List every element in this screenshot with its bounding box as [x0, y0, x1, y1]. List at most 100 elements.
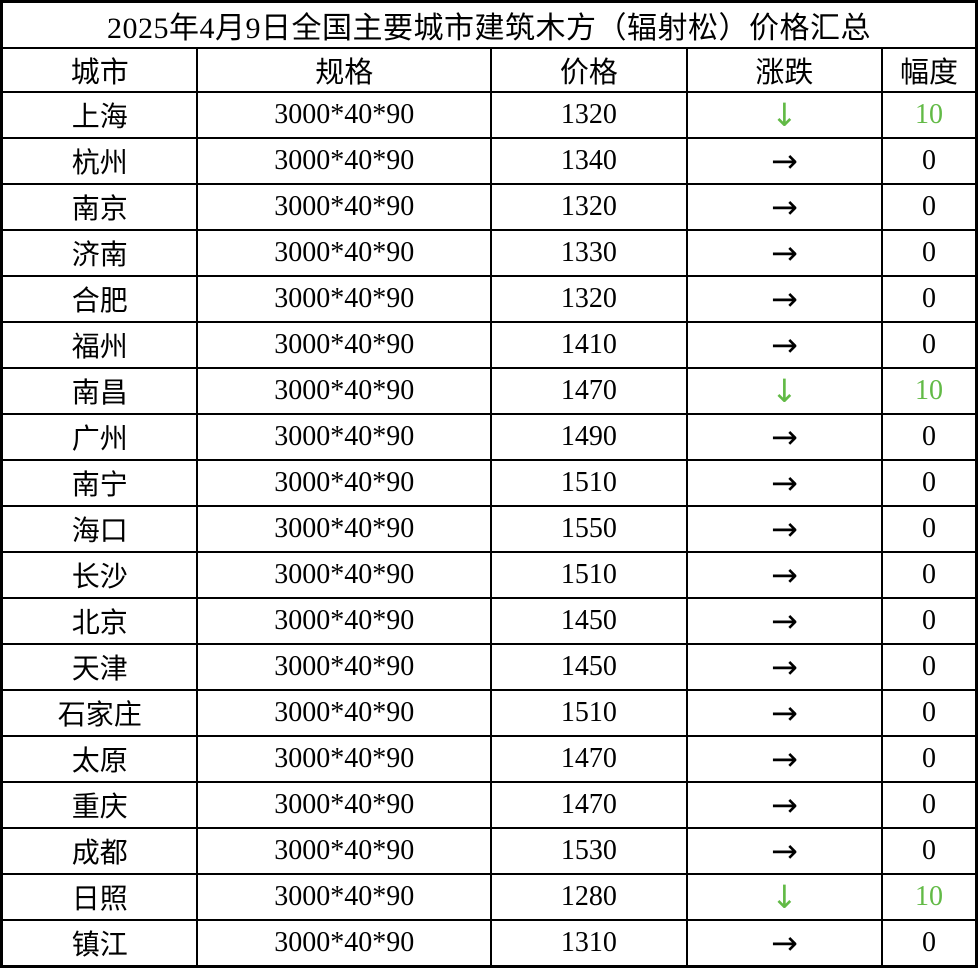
column-header-change: 幅度: [880, 47, 978, 93]
city-cell: 长沙: [0, 550, 199, 599]
right-arrow-icon: →: [771, 647, 798, 686]
right-arrow-icon: →: [771, 739, 798, 778]
spec-cell: 3000*40*90: [196, 91, 492, 139]
trend-cell: →: [685, 182, 883, 231]
spec-cell: 3000*40*90: [196, 136, 492, 185]
spec-cell: 3000*40*90: [196, 780, 492, 829]
spec-cell: 3000*40*90: [196, 458, 492, 507]
city-cell: 海口: [0, 504, 199, 553]
price-cell: 1550: [489, 504, 688, 553]
price-cell: 1280: [489, 872, 688, 921]
table-body: 上海 3000*40*90 1320 ↓ 10 杭州 3000*40*90 1340 → 0 南京 3…: [0, 91, 978, 968]
right-arrow-icon: →: [771, 923, 798, 962]
table-row: 福州 3000*40*90 1410 → 0: [0, 320, 978, 369]
city-cell: 镇江: [0, 918, 199, 968]
city-cell: 广州: [0, 412, 199, 461]
spec-cell: 3000*40*90: [196, 274, 492, 323]
right-arrow-icon: →: [771, 693, 798, 732]
spec-cell: 3000*40*90: [196, 412, 492, 461]
spec-cell: 3000*40*90: [196, 688, 492, 737]
trend-cell: →: [685, 228, 883, 277]
spec-cell: 3000*40*90: [196, 228, 492, 277]
price-cell: 1490: [489, 412, 688, 461]
trend-cell: ↓: [685, 366, 883, 415]
table-row: 杭州 3000*40*90 1340 → 0: [0, 136, 978, 185]
change-cell: 0: [880, 734, 978, 783]
trend-cell: →: [685, 136, 883, 185]
trend-cell: →: [685, 274, 883, 323]
table-row: 石家庄 3000*40*90 1510 → 0: [0, 688, 978, 737]
right-arrow-icon: →: [771, 555, 798, 594]
table-row: 重庆 3000*40*90 1470 → 0: [0, 780, 978, 829]
city-cell: 福州: [0, 320, 199, 369]
spec-cell: 3000*40*90: [196, 734, 492, 783]
city-cell: 杭州: [0, 136, 199, 185]
trend-cell: →: [685, 504, 883, 553]
spec-cell: 3000*40*90: [196, 642, 492, 691]
price-cell: 1510: [489, 458, 688, 507]
trend-cell: →: [685, 412, 883, 461]
table-row: 济南 3000*40*90 1330 → 0: [0, 228, 978, 277]
right-arrow-icon: →: [771, 325, 798, 364]
change-cell: 0: [880, 228, 978, 277]
table-row: 上海 3000*40*90 1320 ↓ 10: [0, 91, 978, 139]
price-cell: 1510: [489, 688, 688, 737]
change-cell: 10: [880, 91, 978, 139]
change-cell: 0: [880, 642, 978, 691]
title-row: 2025年4月9日全国主要城市建筑木方（辐射松）价格汇总: [0, 0, 978, 49]
trend-cell: →: [685, 826, 883, 875]
spec-cell: 3000*40*90: [196, 366, 492, 415]
price-cell: 1470: [489, 366, 688, 415]
change-cell: 0: [880, 550, 978, 599]
column-header-trend: 涨跌: [685, 47, 883, 93]
price-cell: 1310: [489, 918, 688, 968]
trend-cell: →: [685, 734, 883, 783]
change-cell: 10: [880, 872, 978, 921]
right-arrow-icon: →: [771, 279, 798, 318]
column-header-spec: 规格: [196, 47, 492, 93]
trend-cell: →: [685, 596, 883, 645]
spec-cell: 3000*40*90: [196, 182, 492, 231]
change-cell: 0: [880, 458, 978, 507]
column-header-price: 价格: [489, 47, 688, 93]
city-cell: 日照: [0, 872, 199, 921]
spec-cell: 3000*40*90: [196, 596, 492, 645]
trend-cell: →: [685, 780, 883, 829]
down-arrow-icon: ↓: [771, 877, 798, 916]
price-cell: 1510: [489, 550, 688, 599]
table-row: 南宁 3000*40*90 1510 → 0: [0, 458, 978, 507]
trend-cell: ↓: [685, 872, 883, 921]
change-cell: 0: [880, 504, 978, 553]
price-cell: 1320: [489, 91, 688, 139]
change-cell: 10: [880, 366, 978, 415]
change-cell: 0: [880, 412, 978, 461]
table-row: 天津 3000*40*90 1450 → 0: [0, 642, 978, 691]
trend-cell: →: [685, 918, 883, 968]
table-row: 长沙 3000*40*90 1510 → 0: [0, 550, 978, 599]
change-cell: 0: [880, 274, 978, 323]
table-row: 太原 3000*40*90 1470 → 0: [0, 734, 978, 783]
spec-cell: 3000*40*90: [196, 826, 492, 875]
trend-cell: →: [685, 642, 883, 691]
table-row: 南京 3000*40*90 1320 → 0: [0, 182, 978, 231]
table-row: 南昌 3000*40*90 1470 ↓ 10: [0, 366, 978, 415]
table-row: 海口 3000*40*90 1550 → 0: [0, 504, 978, 553]
change-cell: 0: [880, 826, 978, 875]
city-cell: 南昌: [0, 366, 199, 415]
spec-cell: 3000*40*90: [196, 320, 492, 369]
right-arrow-icon: →: [771, 601, 798, 640]
price-cell: 1320: [489, 274, 688, 323]
table-title: 2025年4月9日全国主要城市建筑木方（辐射松）价格汇总: [0, 0, 978, 49]
right-arrow-icon: →: [771, 509, 798, 548]
city-cell: 南京: [0, 182, 199, 231]
trend-cell: →: [685, 688, 883, 737]
change-cell: 0: [880, 688, 978, 737]
change-cell: 0: [880, 136, 978, 185]
city-cell: 太原: [0, 734, 199, 783]
spec-cell: 3000*40*90: [196, 918, 492, 968]
change-cell: 0: [880, 918, 978, 968]
right-arrow-icon: →: [771, 463, 798, 502]
price-cell: 1450: [489, 596, 688, 645]
header-row: 城市 规格 价格 涨跌 幅度: [0, 47, 978, 93]
right-arrow-icon: →: [771, 417, 798, 456]
